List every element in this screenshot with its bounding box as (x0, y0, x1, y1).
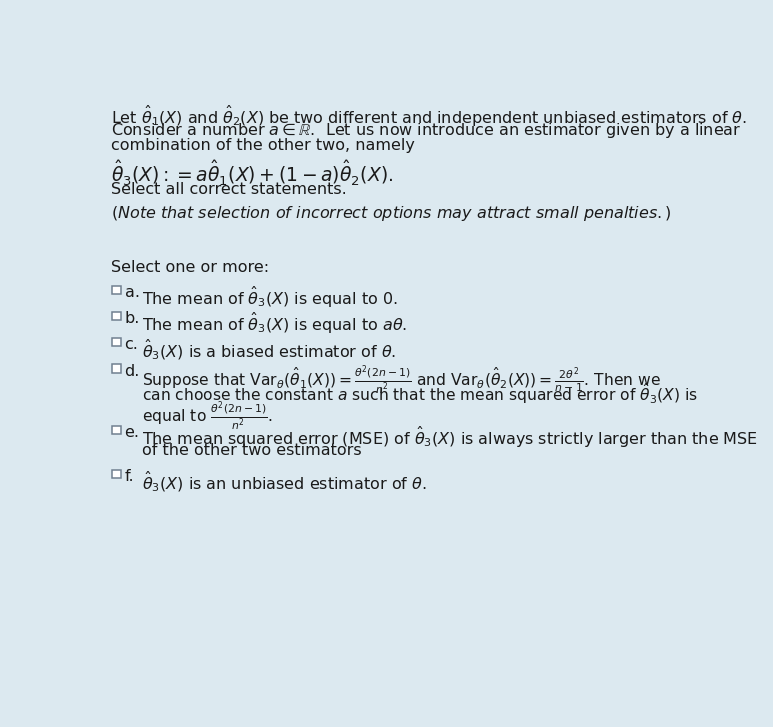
Text: The mean squared error (MSE) of $\hat{\theta}_3(X)$ is always strictly larger th: The mean squared error (MSE) of $\hat{\t… (141, 425, 758, 450)
Text: $\hat{\theta}_3(X) := a\hat{\theta}_1(X) + (1 - a)\hat{\theta}_2(X).$: $\hat{\theta}_3(X) := a\hat{\theta}_1(X)… (111, 159, 393, 188)
Bar (112, 470, 121, 478)
Text: combination of the other two, namely: combination of the other two, namely (111, 138, 414, 153)
Text: Suppose that $\mathrm{Var}_{\theta}(\hat{\theta}_1(X)) = \frac{\theta^2(2n-1)}{n: Suppose that $\mathrm{Var}_{\theta}(\hat… (141, 364, 660, 398)
Text: d.: d. (124, 364, 140, 379)
Text: a.: a. (124, 285, 139, 300)
Text: $\hat{\theta}_3(X)$ is an unbiased estimator of $\theta$.: $\hat{\theta}_3(X)$ is an unbiased estim… (141, 469, 427, 494)
Text: The mean of $\hat{\theta}_3(X)$ is equal to 0.: The mean of $\hat{\theta}_3(X)$ is equal… (141, 285, 397, 310)
Text: can choose the constant $a$ such that the mean squared error of $\hat{\theta}_3(: can choose the constant $a$ such that th… (141, 382, 697, 406)
Text: Let $\hat{\theta}_1(X)$ and $\hat{\theta}_2(X)$ be two different and independent: Let $\hat{\theta}_1(X)$ and $\hat{\theta… (111, 104, 747, 129)
Text: equal to $\frac{\theta^2(2n-1)}{n^2}$.: equal to $\frac{\theta^2(2n-1)}{n^2}$. (141, 399, 272, 433)
Bar (112, 338, 121, 346)
Bar (112, 364, 121, 372)
Text: Select one or more:: Select one or more: (111, 260, 269, 276)
Text: b.: b. (124, 311, 140, 326)
Text: The mean of $\hat{\theta}_3(X)$ is equal to $a\theta$.: The mean of $\hat{\theta}_3(X)$ is equal… (141, 311, 407, 337)
Bar (112, 425, 121, 434)
Text: e.: e. (124, 425, 139, 441)
Text: $\hat{\theta}_3(X)$ is a biased estimator of $\theta$.: $\hat{\theta}_3(X)$ is a biased estimato… (141, 337, 396, 362)
Text: of the other two estimators: of the other two estimators (141, 443, 361, 458)
Text: Consider a number $a \in \mathbb{R}$.  Let us now introduce an estimator given b: Consider a number $a \in \mathbb{R}$. Le… (111, 121, 741, 140)
Bar (112, 286, 121, 294)
Text: f.: f. (124, 469, 135, 484)
Text: $\it{(Note\ that\ selection\ of\ incorrect\ options\ may\ attract\ small\ penalt: $\it{(Note\ that\ selection\ of\ incorre… (111, 204, 671, 222)
Bar (112, 312, 121, 320)
Text: Select all correct statements.: Select all correct statements. (111, 182, 346, 197)
Text: c.: c. (124, 337, 138, 353)
